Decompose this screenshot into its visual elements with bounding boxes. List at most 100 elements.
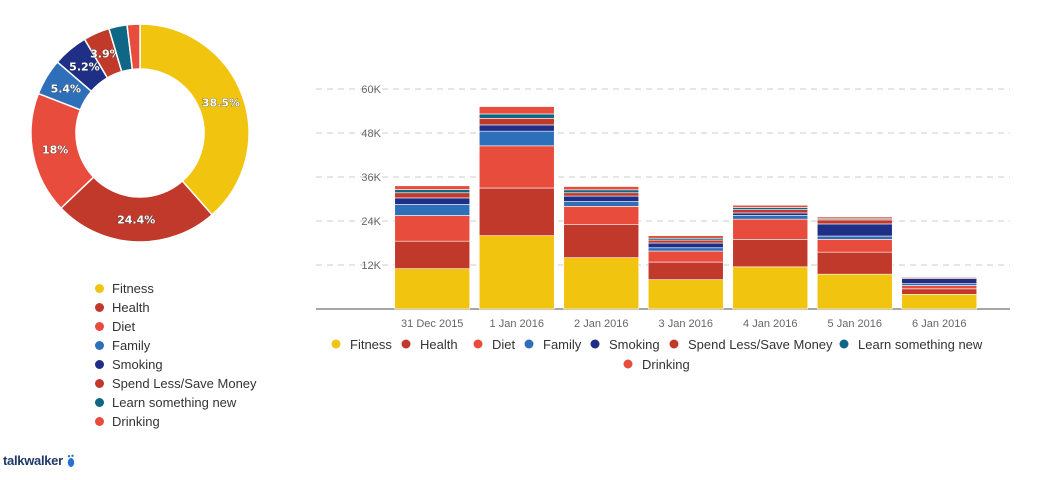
legend-dot [95,417,104,426]
bar-segment-family[interactable] [563,201,640,207]
bar-segment-spend-less-save-money[interactable] [647,239,724,244]
donut-legend-item-health[interactable]: Health [95,298,257,317]
bar-legend-item-drinking[interactable]: Drinking [642,357,690,372]
bar-segment-health[interactable] [478,187,555,236]
donut-label-spend-less-save-money: 3.9% [90,48,121,61]
bar-segment-diet[interactable] [816,239,893,253]
bar-segment-family[interactable] [647,247,724,252]
bar-segment-family[interactable] [478,130,555,147]
legend-label: Learn something new [112,395,237,410]
bar-segment-smoking[interactable] [478,124,555,132]
bar-segment-smoking[interactable] [394,197,471,205]
bar-segment-spend-less-save-money[interactable] [478,118,555,126]
donut-slice-fitness[interactable] [139,23,250,216]
y-tick-label: 60K [361,84,381,96]
bar-segment-diet[interactable] [563,206,640,225]
bar-segment-health[interactable] [816,251,893,275]
bar-legend-item-fitness[interactable]: Fitness [350,337,392,352]
bar-segment-fitness[interactable] [394,268,471,310]
bar-segment-spend-less-save-money[interactable] [394,192,471,199]
donut-label-health: 24.4% [117,213,155,226]
legend-dot [95,398,104,407]
bar-segment-fitness[interactable] [563,257,640,310]
bar-segment-smoking[interactable] [563,195,640,202]
legend-label: Smoking [112,357,163,372]
talkwalker-logo: talkwalker [3,453,77,468]
bar-segment-health[interactable] [901,288,978,295]
bar-segment-family[interactable] [394,204,471,216]
legend-label: Health [112,300,150,315]
donut-slice-health[interactable] [59,176,214,243]
y-tick-label: 36K [361,172,381,184]
donut-legend-item-family[interactable]: Family [95,336,257,355]
bar-segment-spend-less-save-money[interactable] [816,219,893,225]
bar-segment-fitness[interactable] [816,273,893,310]
legend-dot-spend-less-save-money [669,339,679,349]
legend-dot-fitness [331,339,341,349]
bar-segment-smoking[interactable] [901,278,978,285]
bar-segment-diet[interactable] [901,285,978,290]
legend-dot-health [401,339,411,349]
donut-legend-item-spend-less-save-money[interactable]: Spend Less/Save Money [95,374,257,393]
logo-text: talkwalker [3,453,63,468]
bar-segment-drinking[interactable] [394,185,471,190]
legend-dot [95,360,104,369]
bar-segment-learn-something-new[interactable] [394,189,471,194]
x-tick-label: 1 Jan 2016 [490,318,544,330]
bar-segment-diet[interactable] [732,218,809,240]
bar-segment-fitness[interactable] [478,235,555,310]
legend-label: Drinking [112,414,160,429]
bar-segment-diet[interactable] [647,250,724,263]
x-tick-label: 31 Dec 2015 [401,318,463,330]
bar-segment-health[interactable] [732,239,809,268]
bar-legend-item-learn-something-new[interactable]: Learn something new [858,337,983,352]
bar-segment-fitness[interactable] [647,279,724,310]
donut-legend: Fitness Health Diet Family Smoking Spend Less… [95,279,257,431]
legend-dot [95,322,104,331]
bar-segment-health[interactable] [563,224,640,258]
bar-segment-spend-less-save-money[interactable] [563,192,640,197]
bar-segment-diet[interactable] [394,215,471,242]
bar-segment-smoking[interactable] [732,212,809,216]
bar-segment-family[interactable] [816,235,893,240]
bar-legend-item-family[interactable]: Family [543,337,582,352]
bar-segment-family[interactable] [732,215,809,220]
bar-segment-fitness[interactable] [732,266,809,310]
bar-segment-diet[interactable] [478,145,555,189]
donut-legend-item-drinking[interactable]: Drinking [95,412,257,431]
legend-dot [95,379,104,388]
bar-segment-learn-something-new[interactable] [563,189,640,194]
bar-segment-drinking[interactable] [563,186,640,191]
bar-segment-spend-less-save-money[interactable] [732,209,809,214]
bar-segment-smoking[interactable] [647,242,724,249]
donut-label-diet: 18% [42,144,68,157]
donut-legend-item-fitness[interactable]: Fitness [95,279,257,298]
y-tick-label: 24K [361,216,381,228]
donut-label-family: 5.4% [51,83,82,96]
bar-legend-item-diet[interactable]: Diet [492,337,516,352]
bar-segment-health[interactable] [394,240,471,269]
bar-segment-drinking[interactable] [647,235,724,239]
legend-label: Spend Less/Save Money [112,376,257,391]
bar-legend-item-spend-less-save-money[interactable]: Spend Less/Save Money [688,337,833,352]
bar-segment-drinking[interactable] [732,204,809,208]
legend-label: Family [112,338,151,353]
legend-label: Fitness [112,281,154,296]
bar-segment-health[interactable] [647,261,724,280]
donut-legend-item-diet[interactable]: Diet [95,317,257,336]
bar-legend-item-smoking[interactable]: Smoking [609,337,660,352]
legend-dot [95,303,104,312]
bar-segment-drinking[interactable] [478,106,555,115]
bar-segment-learn-something-new[interactable] [732,207,809,210]
legend-dot [95,341,104,350]
bar-segment-smoking[interactable] [816,223,893,237]
bar-legend-item-health[interactable]: Health [420,337,458,352]
donut-legend-item-smoking[interactable]: Smoking [95,355,257,374]
bar-segment-fitness[interactable] [901,294,978,310]
bar-segment-learn-something-new[interactable] [478,113,555,119]
bar-segment-drinking[interactable] [816,216,893,220]
donut-slice-drinking[interactable] [126,23,141,71]
legend-dot [95,284,104,293]
donut-legend-item-learn-something-new[interactable]: Learn something new [95,393,257,412]
